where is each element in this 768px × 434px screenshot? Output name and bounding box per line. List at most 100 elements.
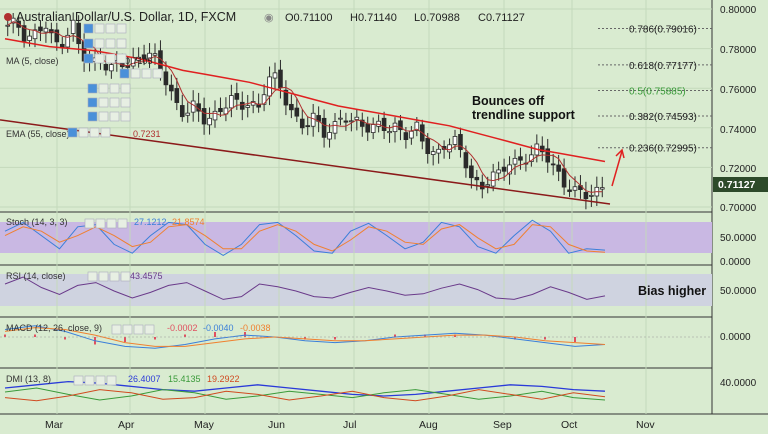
candle-body — [343, 120, 349, 123]
candle-body — [152, 53, 158, 56]
legend-button — [95, 375, 106, 386]
current-price: 0.71127 — [718, 179, 756, 191]
legend-button — [130, 68, 141, 79]
eye-icon[interactable]: ◉ — [264, 12, 274, 24]
candle-body — [370, 124, 376, 134]
candle-body — [539, 145, 545, 153]
candle-body — [359, 119, 365, 127]
legend-button — [117, 218, 128, 229]
legend-button — [83, 38, 94, 49]
legend-button — [119, 68, 130, 79]
candle-body — [414, 121, 420, 131]
legend-button — [94, 38, 105, 49]
annotation-bias: Bias higher — [638, 284, 706, 298]
candle-body — [572, 186, 578, 191]
month-label: Nov — [636, 419, 655, 431]
fib-label: 0.236(0.72995) — [629, 144, 697, 155]
stoch-k-value: 27.1212 — [134, 217, 167, 227]
candle-body — [70, 19, 76, 34]
candle-body — [474, 176, 480, 181]
legend-button — [94, 23, 105, 34]
legend-button — [100, 127, 111, 138]
symbol-icon — [4, 13, 12, 21]
price-tick: 0.72000 — [720, 164, 757, 175]
legend-button — [106, 375, 117, 386]
candle-body — [147, 52, 152, 61]
candle-body — [425, 137, 431, 154]
legend-button — [109, 83, 120, 94]
candle-body — [43, 27, 49, 33]
candle-body — [512, 157, 518, 165]
price-tick: 0.80000 — [720, 5, 757, 16]
ohlc-close: C0.71127 — [478, 12, 525, 24]
current-price-badge — [713, 177, 768, 192]
dmi-minus-value: 19.2922 — [207, 374, 240, 384]
fib-label: 0.5(0.75885) — [629, 86, 686, 97]
fib-label: 0.618(0.77177) — [629, 61, 697, 72]
candle-body — [278, 69, 283, 89]
candle-body — [469, 165, 474, 179]
legend-button — [87, 271, 98, 282]
rsi-tick: 50.0000 — [720, 286, 757, 297]
legend-button — [105, 38, 116, 49]
candle-body — [501, 166, 507, 172]
price-tick: 0.78000 — [720, 45, 757, 56]
legend-button — [84, 218, 95, 229]
candle-body — [38, 26, 43, 32]
ma5-legend[interactable]: MA (5, close) — [6, 56, 59, 66]
stoch-legend[interactable]: Stoch (14, 3, 3) — [6, 217, 68, 227]
legend-button — [111, 324, 122, 335]
ohlc-open: O0.71100 — [285, 12, 333, 24]
ma5-value: 0.7105 — [125, 56, 153, 66]
candle-body — [398, 120, 403, 131]
candle-body — [327, 132, 332, 140]
legend-buttons[interactable] — [67, 23, 163, 386]
legend-button — [98, 271, 109, 282]
legend-button — [83, 23, 94, 34]
candle-body — [381, 117, 387, 131]
candle-body — [338, 117, 343, 120]
candle-body — [201, 108, 207, 125]
candle-body — [561, 168, 567, 188]
legend-button — [122, 324, 133, 335]
candle-body — [556, 164, 561, 172]
candle-body — [490, 171, 496, 187]
time-axis: Mar Apr May Jun Jul Aug Sep Oct Nov — [45, 419, 655, 431]
candle-body — [21, 25, 27, 42]
rsi-value: 43.4575 — [130, 271, 163, 281]
ohlc-low: L0.70988 — [414, 12, 460, 24]
legend-button — [98, 111, 109, 122]
legend-button — [98, 97, 109, 108]
candle-body — [234, 93, 240, 100]
candle-body — [239, 101, 245, 110]
candle-body — [403, 132, 409, 140]
candle-body — [299, 118, 305, 129]
dmi-plus-line — [4, 387, 606, 401]
candle-body — [409, 130, 414, 139]
candle-body — [272, 72, 278, 79]
candle-body — [5, 24, 11, 27]
month-label: Mar — [45, 419, 64, 431]
indicator-legends: MA (5, close) 0.7105 EMA (55, close) 0.7… — [6, 56, 271, 384]
ema55-legend[interactable]: EMA (55, close) — [6, 129, 70, 139]
candle-body — [289, 103, 294, 111]
stoch-tick: 0.0000 — [720, 257, 751, 268]
candle-body — [27, 35, 32, 41]
legend-button — [120, 83, 131, 94]
macd-legend[interactable]: MACD (12, 26, close, 9) — [6, 323, 102, 333]
annotation-bounce-line1: Bounces off — [472, 94, 545, 108]
candle-body — [349, 120, 354, 123]
legend-button — [67, 127, 78, 138]
rsi-legend[interactable]: RSI (14, close) — [6, 271, 66, 281]
stoch-tick: 50.0000 — [720, 233, 757, 244]
legend-button — [120, 97, 131, 108]
month-label: Jun — [268, 419, 285, 431]
legend-button — [98, 83, 109, 94]
legend-button — [89, 127, 100, 138]
candle-body — [283, 89, 289, 106]
dmi-legend[interactable]: DMI (13, 8) — [6, 374, 51, 384]
candle-body — [354, 116, 360, 120]
candle-body — [109, 64, 114, 72]
